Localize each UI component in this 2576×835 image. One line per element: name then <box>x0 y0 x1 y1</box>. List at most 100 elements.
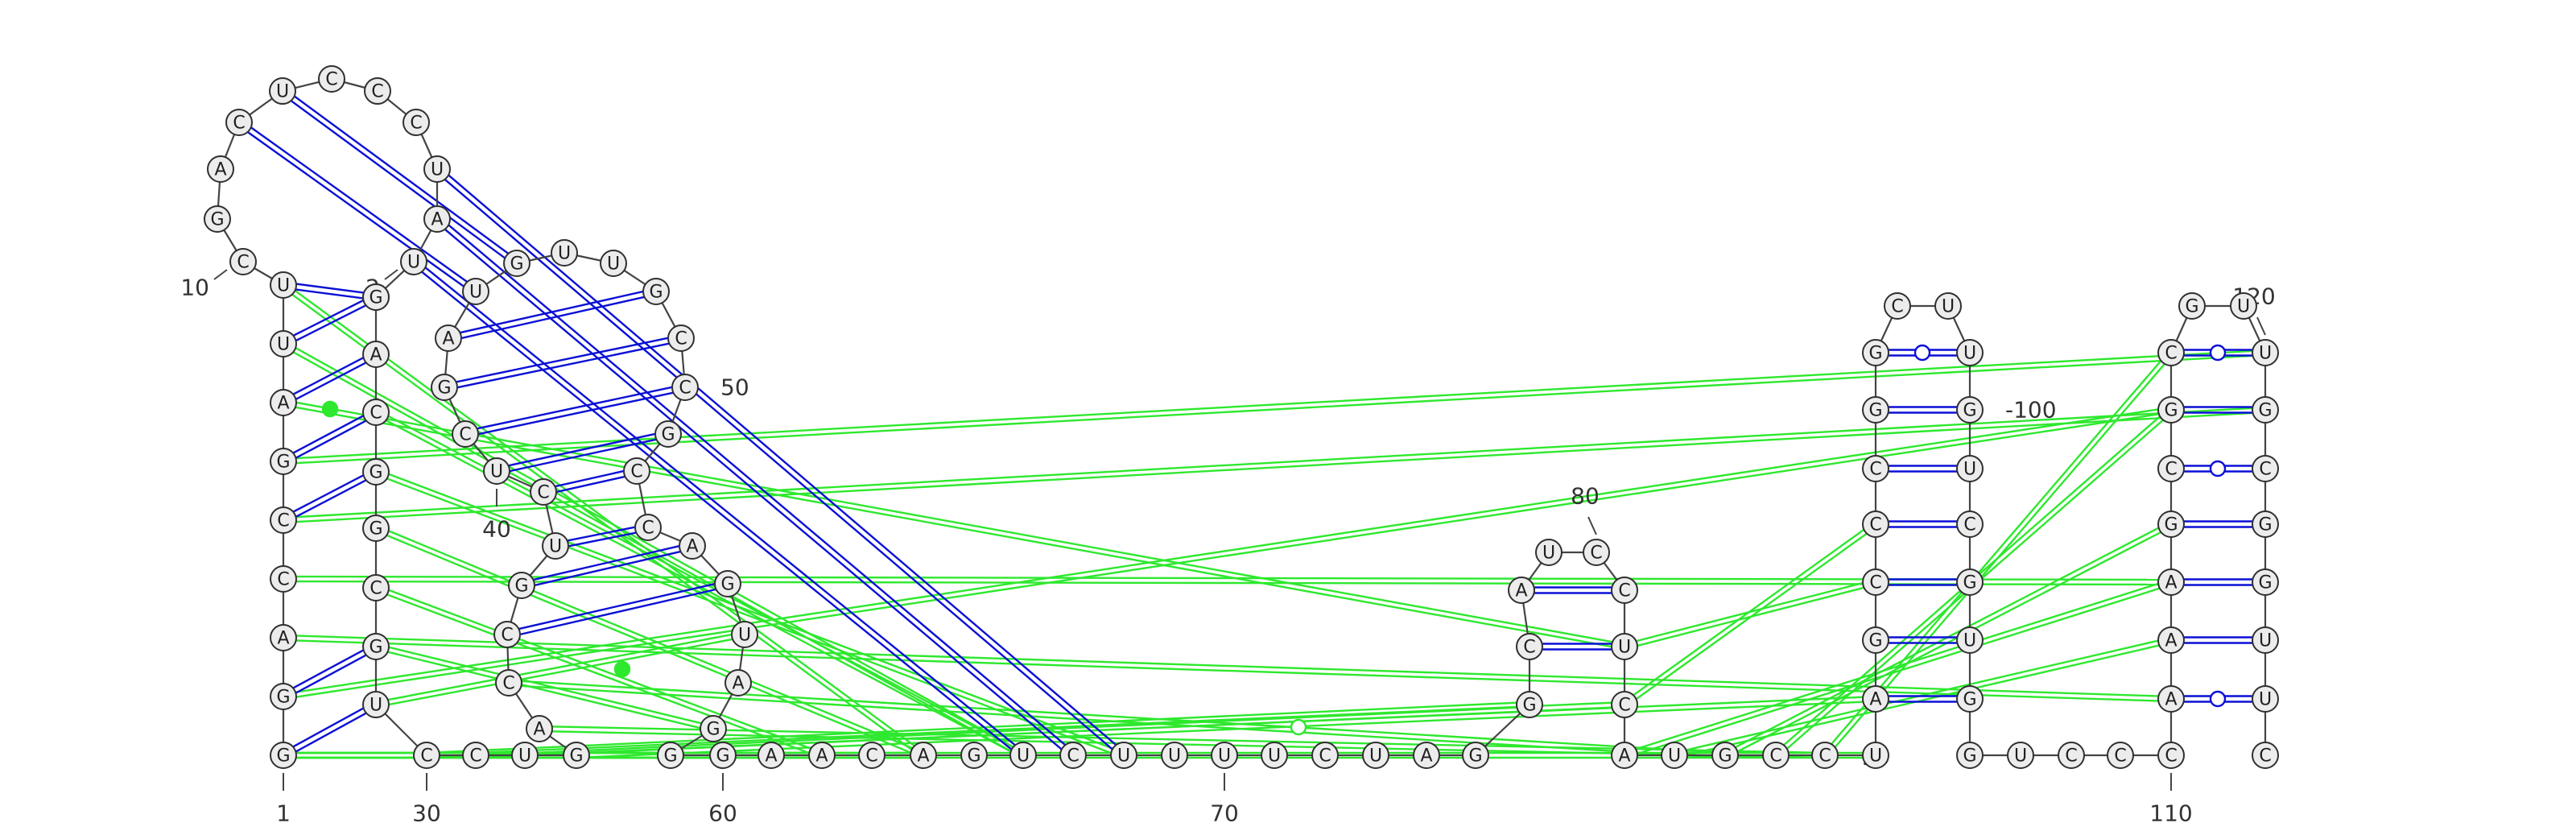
noncanonical-interaction-line <box>283 406 2265 519</box>
canonical-pair-line <box>284 648 378 701</box>
nucleotide: G <box>642 278 670 305</box>
nucleotide: C <box>270 506 297 534</box>
nucleotide: C <box>362 399 390 426</box>
nucleotide-circle <box>2157 568 2185 596</box>
nucleotide-circle <box>2252 396 2279 424</box>
nucleotide-letter: C <box>679 378 691 399</box>
nucleotide-letter: G <box>716 746 729 767</box>
nucleotide-letter: C <box>1869 573 1881 593</box>
nucleotide-letter: C <box>2165 746 2177 767</box>
nucleotide: C <box>413 742 440 769</box>
position-number-label: 1 <box>276 800 291 827</box>
nucleotide-letter: C <box>1869 515 1881 535</box>
nucleotide-circle <box>808 742 836 769</box>
nucleotide: C <box>493 621 521 648</box>
nucleotide-letter: G <box>2164 515 2178 535</box>
noncanonical-interaction-line <box>281 286 923 759</box>
nucleotide-letter: C <box>2114 746 2126 767</box>
nucleotide: G <box>362 633 390 660</box>
nucleotide: C <box>667 324 695 352</box>
nucleotide-letter: G <box>661 425 675 445</box>
nucleotide: A <box>2157 626 2185 654</box>
number-tick <box>1587 516 1597 535</box>
nucleotide-circle <box>270 448 297 475</box>
nucleotide: G <box>654 420 682 448</box>
nucleotide-circle <box>679 532 706 560</box>
nucleotide-letter: U <box>490 462 503 482</box>
nucleotide: U <box>1661 742 1688 769</box>
nucleotide: A <box>270 624 297 651</box>
nucleotide-circle <box>362 399 390 426</box>
pair-markers <box>321 344 2227 736</box>
nucleotide-letter: A <box>277 629 289 649</box>
position-number-label: 70 <box>1210 800 1239 827</box>
nucleotide-letter: G <box>369 638 382 658</box>
nucleotide-circle <box>2252 568 2279 596</box>
position-number-label: -100 <box>2005 397 2057 424</box>
blue-open-marker <box>2209 344 2227 362</box>
nucleotide: C <box>402 109 430 136</box>
canonical-pair-line <box>496 430 668 469</box>
nucleotide: U <box>1934 292 1962 320</box>
nucleotide: U <box>270 271 297 299</box>
nucleotide: C <box>318 65 345 93</box>
nucleotide-letter: C <box>675 329 687 349</box>
nucleotide-letter: C <box>277 570 289 590</box>
nucleotide: A <box>910 742 937 769</box>
nucleotide-letter: U <box>2259 344 2272 364</box>
nucleotide: A <box>2157 685 2185 713</box>
nucleotide: G <box>508 572 535 599</box>
nucleotide-circle <box>1535 539 1563 566</box>
nucleotide: C <box>225 109 253 136</box>
nucleotide-circle <box>551 239 578 267</box>
nucleotide-letter: G <box>720 575 734 595</box>
noncanonical-interactions <box>281 282 2266 759</box>
nucleotide-circle <box>1862 339 1889 366</box>
nucleotide-letter: G <box>210 210 224 230</box>
nucleotide-letter: A <box>1420 746 1432 767</box>
nucleotide: G <box>270 742 297 769</box>
nucleotide-letter: U <box>1618 638 1631 658</box>
nucleotide-letter: C <box>502 674 514 694</box>
nucleotide: C <box>858 742 886 769</box>
nucleotide-letter: A <box>765 746 777 767</box>
nucleotide-letter: A <box>2165 573 2177 593</box>
nucleotide: G <box>1862 626 1889 654</box>
nucleotide-letter: G <box>1868 401 1882 421</box>
nucleotide-letter: U <box>1963 344 1976 364</box>
nucleotide-circle <box>1516 633 1543 660</box>
canonical-pair-line <box>284 706 378 759</box>
nucleotide-letter: C <box>410 114 422 134</box>
noncanonical-interaction-line <box>1624 583 2173 759</box>
noncanonical-interaction-line <box>283 353 2266 465</box>
canonical-pair-line <box>281 701 375 754</box>
nucleotide-circle <box>2252 685 2279 713</box>
nucleotide: C <box>2157 742 2185 769</box>
noncanonical-interaction-line <box>283 411 2172 701</box>
noncanonical-interaction-line <box>283 575 2172 581</box>
nucleotide: C <box>1059 742 1087 769</box>
nucleotide-circle <box>270 506 297 534</box>
nucleotide-circle <box>654 420 682 448</box>
nucleotide-letter: U <box>277 276 290 296</box>
nucleotide-circle <box>2157 339 2185 366</box>
nucleotide-circle <box>270 271 297 299</box>
nucleotide-circle <box>2157 626 2185 654</box>
nucleotide-letter: U <box>1668 746 1681 767</box>
nucleotide-circle <box>1311 742 1339 769</box>
nucleotide-letter: G <box>1963 401 1976 421</box>
nucleotide: G <box>1956 742 1984 769</box>
green-filled-marker <box>321 400 339 418</box>
nucleotide: U <box>2252 339 2279 366</box>
noncanonical-interaction-line <box>374 413 1023 759</box>
nucleotide-circle <box>493 621 521 648</box>
nucleotide-letter: A <box>732 674 744 694</box>
noncanonical-interaction-line <box>283 411 2266 524</box>
canonical-pair-line <box>281 293 375 342</box>
canonical-pair-line <box>444 334 681 386</box>
nucleotide: G <box>362 458 390 486</box>
nucleotide-circle <box>2252 511 2279 538</box>
canonical-pair-line <box>281 643 375 695</box>
nucleotide-letter: C <box>2165 344 2177 364</box>
nucleotide-letter: G <box>514 577 528 597</box>
